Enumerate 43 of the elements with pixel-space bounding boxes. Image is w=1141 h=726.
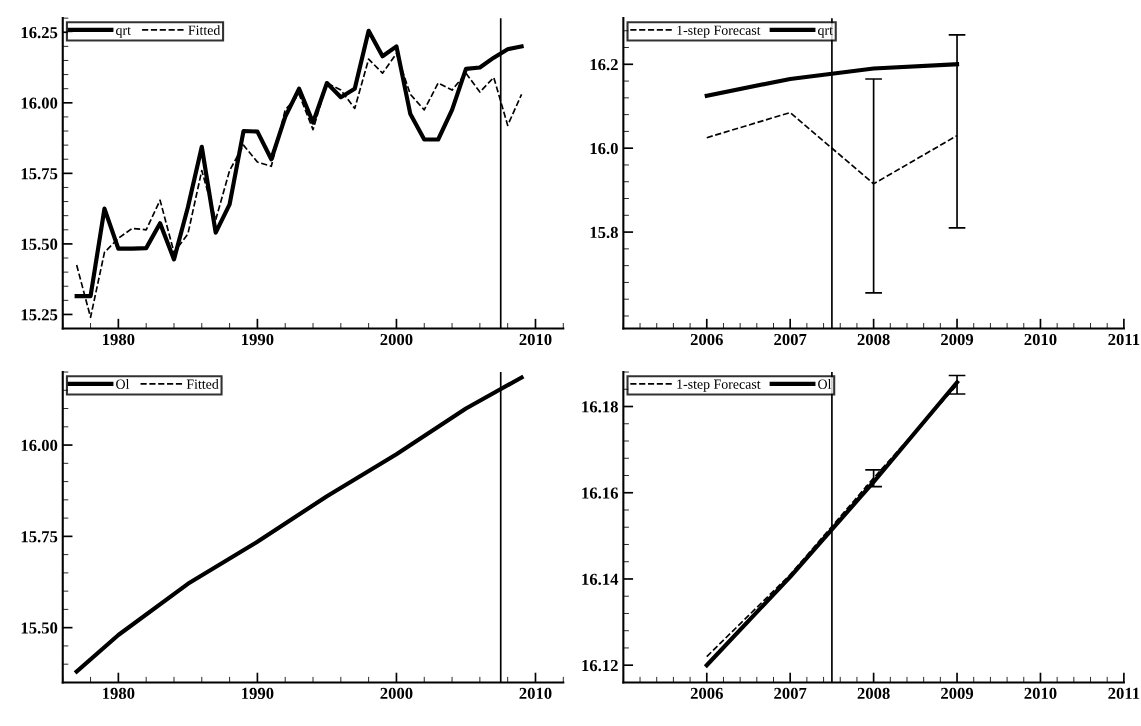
y-tick-label: 15.50 [21, 622, 58, 634]
legend-label: qrt [116, 27, 131, 38]
x-tick-label: 1980 [103, 687, 135, 700]
x-tick-label: 2011 [1108, 333, 1140, 346]
legend-label: Ol [116, 379, 130, 389]
y-tick-label: 15.75 [21, 168, 58, 180]
y-tick-label: 16.12 [582, 659, 618, 672]
legend-label: Fitted [186, 379, 219, 389]
x-tick-label: 2009 [941, 687, 974, 700]
x-tick-label: 2007 [774, 333, 807, 346]
legend-label: Fitted [188, 25, 221, 35]
x-tick-label: 1990 [242, 687, 274, 700]
x-tick-label: 2006 [690, 687, 723, 700]
y-tick-label: 16.00 [21, 439, 58, 452]
legend-label: Ol [818, 379, 832, 389]
y-tick-label: 15.25 [21, 309, 58, 321]
y-tick-label: 15.50 [21, 238, 58, 250]
y-tick-label: 15.8 [590, 226, 618, 239]
x-tick-label: 2010 [1024, 687, 1057, 700]
legend-label: 1-step Forecast [677, 379, 761, 392]
y-tick-label: 16.14 [582, 573, 619, 585]
x-tick-label: 2011 [1108, 687, 1140, 700]
x-tick-label: 2008 [857, 333, 890, 346]
x-tick-label: 2006 [690, 333, 723, 346]
x-tick-label: 2007 [774, 687, 807, 700]
y-tick-label: 16.16 [582, 487, 618, 499]
legend-label: qrt [818, 27, 833, 38]
y-tick-label: 16.0 [590, 142, 618, 155]
legend-label: 1-step Forecast [677, 25, 761, 38]
x-tick-label: 2000 [380, 333, 413, 346]
y-tick-label: 16.18 [582, 401, 618, 413]
y-tick-label: 16.25 [21, 27, 58, 39]
x-tick-label: 2010 [519, 333, 552, 346]
x-tick-label: 2010 [519, 687, 552, 700]
y-tick-label: 16.2 [590, 59, 618, 71]
x-tick-label: 2010 [1024, 333, 1057, 346]
x-tick-label: 2008 [857, 687, 890, 700]
x-tick-label: 1980 [103, 333, 135, 346]
x-tick-label: 2000 [380, 687, 413, 700]
y-tick-label: 15.75 [21, 531, 58, 543]
y-tick-label: 16.00 [21, 97, 58, 109]
x-tick-label: 1990 [242, 333, 274, 346]
x-tick-label: 2009 [941, 333, 974, 346]
